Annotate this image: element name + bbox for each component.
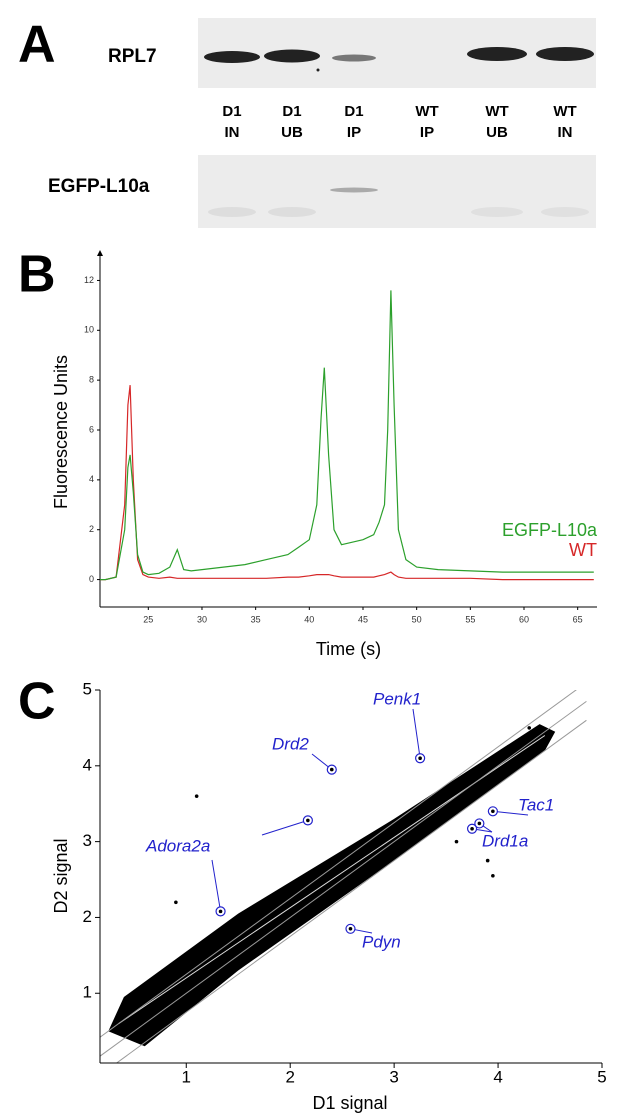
gene-label: Tac1 bbox=[518, 795, 554, 814]
fold-line bbox=[100, 690, 577, 1038]
y-axis-label: Fluorescence Units bbox=[51, 355, 71, 509]
panel-letter: A bbox=[18, 16, 56, 74]
lane-label: IN bbox=[225, 124, 240, 141]
x-tick-label: 45 bbox=[358, 614, 368, 624]
lane-label: D1 bbox=[282, 103, 301, 120]
x-tick-label: 55 bbox=[465, 614, 475, 624]
leader-line bbox=[492, 810, 529, 816]
x-tick-label: 35 bbox=[251, 614, 261, 624]
x-tick-label: 4 bbox=[493, 1067, 502, 1086]
leader-line bbox=[261, 819, 309, 836]
line-series bbox=[100, 385, 594, 581]
y-tick-label: 0 bbox=[89, 574, 94, 584]
point-cloud bbox=[108, 724, 556, 1047]
panel-letter: C bbox=[18, 673, 56, 731]
gene-point bbox=[477, 821, 482, 826]
blot-bands bbox=[208, 187, 589, 217]
gene-point bbox=[418, 756, 422, 761]
y-tick-label: 4 bbox=[89, 474, 94, 484]
legend-entry: WT bbox=[569, 540, 597, 560]
lane-label: WT bbox=[485, 103, 508, 120]
gene-point bbox=[491, 809, 495, 814]
y-axis-label: D2 signal bbox=[51, 838, 71, 913]
x-tick-label: 40 bbox=[304, 614, 314, 624]
x-tick-label: 2 bbox=[285, 1067, 294, 1086]
blot-row-label: RPL7 bbox=[108, 46, 157, 67]
x-axis-label: D1 signal bbox=[312, 1093, 387, 1113]
point bbox=[174, 900, 178, 905]
gene-point bbox=[329, 767, 334, 772]
y-tick-label: 3 bbox=[83, 831, 92, 850]
fold-line bbox=[100, 700, 587, 1057]
x-tick-label: 65 bbox=[573, 614, 583, 624]
blot-image bbox=[198, 18, 596, 88]
x-tick-label: 30 bbox=[197, 614, 207, 624]
gene-point bbox=[306, 818, 310, 823]
gene-label: Pdyn bbox=[362, 932, 401, 951]
point bbox=[454, 839, 459, 844]
lane-label: IN bbox=[558, 124, 573, 141]
x-tick-label: 50 bbox=[412, 614, 422, 624]
y-tick-label: 4 bbox=[83, 755, 92, 774]
y-tick-label: 5 bbox=[83, 679, 92, 698]
legend-entry: EGFP-L10a bbox=[502, 520, 598, 540]
gene-label: Adora2a bbox=[145, 836, 210, 855]
point bbox=[491, 873, 495, 878]
x-axis-label: Time (s) bbox=[316, 639, 381, 659]
y-tick-label: 8 bbox=[89, 375, 94, 385]
lane-label: WT bbox=[415, 103, 438, 120]
lane-label: UB bbox=[281, 124, 303, 141]
lane-label: D1 bbox=[222, 103, 241, 120]
fold-line bbox=[115, 719, 587, 1063]
x-tick-label: 1 bbox=[182, 1067, 191, 1086]
y-tick-label: 1 bbox=[83, 983, 92, 1002]
y-tick-label: 2 bbox=[89, 524, 94, 534]
x-tick-label: 25 bbox=[143, 614, 153, 624]
blot-bands bbox=[204, 47, 594, 72]
lane-label: WT bbox=[553, 103, 576, 120]
point bbox=[194, 794, 199, 798]
x-tick-label: 5 bbox=[597, 1067, 606, 1086]
gene-label: Drd2 bbox=[272, 734, 309, 753]
x-tick-label: 60 bbox=[519, 614, 529, 624]
y-tick-label: 2 bbox=[83, 907, 92, 926]
gene-point bbox=[218, 909, 223, 914]
gene-label: Penk1 bbox=[373, 689, 421, 708]
blot-image bbox=[198, 155, 596, 228]
line-series bbox=[100, 290, 594, 581]
leader-line bbox=[412, 708, 421, 759]
y-tick-label: 6 bbox=[89, 424, 94, 434]
lane-label: IP bbox=[347, 124, 361, 141]
point bbox=[527, 726, 532, 730]
lane-label: IP bbox=[420, 124, 434, 141]
y-tick-label: 10 bbox=[84, 325, 94, 335]
lane-label: D1 bbox=[344, 103, 363, 120]
blot-row-label: EGFP-L10a bbox=[48, 176, 150, 197]
point bbox=[485, 858, 490, 863]
leader-line bbox=[211, 859, 222, 912]
lane-label: UB bbox=[486, 124, 508, 141]
gene-point bbox=[348, 927, 353, 931]
axis-arrow bbox=[97, 250, 103, 256]
panel-letter: B bbox=[18, 246, 56, 304]
x-tick-label: 3 bbox=[389, 1067, 398, 1086]
gene-point bbox=[470, 826, 474, 831]
gene-label: Drd1a bbox=[482, 831, 528, 850]
y-tick-label: 12 bbox=[84, 275, 94, 285]
